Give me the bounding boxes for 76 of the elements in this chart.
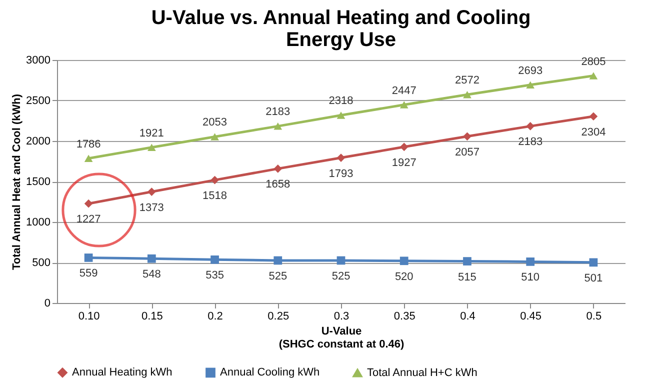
x-tick-label: 0.45 xyxy=(520,310,542,322)
data-label: 1793 xyxy=(328,168,354,180)
data-label: 2318 xyxy=(328,95,354,108)
data-label: 501 xyxy=(584,272,603,284)
x-axis-title: U-Value (SHGC constant at 0.46) xyxy=(278,326,404,350)
y-tick-label: 500 xyxy=(32,257,50,269)
data-label: 1786 xyxy=(76,138,101,150)
data-label: 548 xyxy=(142,268,161,281)
data-label: 510 xyxy=(521,272,540,284)
y-axis-title: Total Annual Heat and Cool (kWh) xyxy=(11,94,24,270)
point xyxy=(84,154,93,162)
point xyxy=(336,256,346,265)
data-label: 2053 xyxy=(202,116,228,129)
y-tick-label: 3000 xyxy=(26,54,50,66)
data-label: 1927 xyxy=(392,156,416,169)
point xyxy=(210,133,219,140)
point xyxy=(400,256,408,266)
data-label: 515 xyxy=(458,271,476,284)
point xyxy=(336,154,346,162)
x-tick-label: 0.10 xyxy=(78,310,100,322)
data-label: 525 xyxy=(332,270,350,282)
point xyxy=(274,122,282,130)
point xyxy=(147,254,156,263)
x-tick-label: 0.15 xyxy=(141,310,163,322)
data-label: 2693 xyxy=(518,64,543,77)
y-tick-label: 0 xyxy=(44,298,50,310)
data-label: 520 xyxy=(394,270,414,283)
point xyxy=(84,199,93,208)
point xyxy=(400,142,408,152)
point xyxy=(526,122,535,130)
point xyxy=(400,101,408,108)
data-label: 1373 xyxy=(139,202,164,214)
x-tick-label: 0.5 xyxy=(586,310,602,322)
data-label: 2183 xyxy=(518,136,543,148)
data-label: 559 xyxy=(79,268,98,280)
y-tick-label: 1500 xyxy=(26,176,50,188)
point xyxy=(589,72,598,80)
point xyxy=(463,91,472,98)
data-label: 1921 xyxy=(139,127,164,140)
point xyxy=(147,188,156,196)
data-label: 2572 xyxy=(454,74,480,87)
x-tick-label: 0.2 xyxy=(208,310,223,322)
y-tick-label: 2000 xyxy=(26,136,50,148)
data-label: 2057 xyxy=(454,146,480,158)
legend-label: Annual Cooling kWh xyxy=(220,366,320,379)
point xyxy=(336,112,346,119)
data-label: 1518 xyxy=(202,190,228,202)
data-label: 525 xyxy=(268,270,288,282)
data-label: 1227 xyxy=(76,214,101,226)
legend-label: Total Annual H+C kWh xyxy=(367,366,478,379)
x-tick-label: 0.4 xyxy=(460,310,476,322)
x-tick-label: 0.25 xyxy=(268,310,290,322)
data-label: 2447 xyxy=(392,84,416,97)
data-label: 2304 xyxy=(581,126,606,138)
data-label: 2183 xyxy=(266,106,290,118)
data-label: 535 xyxy=(206,270,224,282)
data-label: 2805 xyxy=(581,56,606,68)
point xyxy=(463,257,472,266)
point xyxy=(589,258,598,267)
point xyxy=(526,81,535,88)
chart-title: U-Value vs. Annual Heating and Cooling Energy Use xyxy=(151,7,531,51)
point xyxy=(147,144,156,152)
point xyxy=(210,255,219,264)
y-tick-label: 2500 xyxy=(26,95,50,107)
point xyxy=(274,256,282,265)
x-tick-label: 0.35 xyxy=(394,310,416,322)
point xyxy=(274,164,282,173)
point xyxy=(84,254,93,262)
point xyxy=(526,258,535,266)
point xyxy=(210,176,219,184)
point xyxy=(589,112,598,121)
x-tick-label: 0.3 xyxy=(334,310,350,322)
data-label: 1658 xyxy=(266,178,290,191)
legend-label: Annual Heating kWh xyxy=(72,366,172,379)
y-tick-label: 1000 xyxy=(26,216,50,228)
point xyxy=(463,132,472,141)
